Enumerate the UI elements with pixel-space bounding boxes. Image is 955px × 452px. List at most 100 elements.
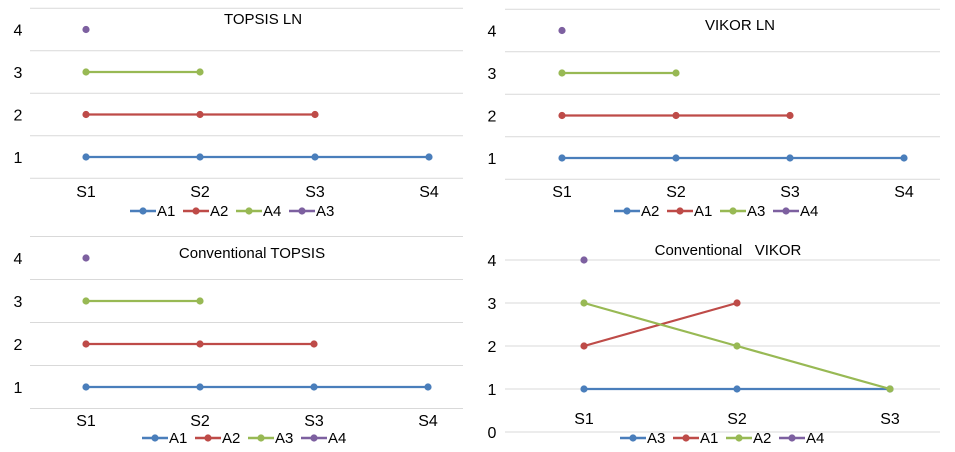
legend-label: A1	[694, 203, 712, 220]
data-point-a3	[82, 25, 90, 34]
y-tick-label: 4	[488, 24, 497, 41]
x-tick-label: S3	[880, 411, 900, 428]
x-tick-label: S3	[305, 184, 325, 201]
legend-entry-a3: A3	[248, 430, 293, 447]
data-point-a2	[82, 110, 90, 119]
data-point-a1	[733, 299, 741, 307]
y-tick-label: 1	[488, 151, 497, 168]
data-point-a2	[311, 110, 319, 119]
chart-title: Conventional TOPSIS	[179, 245, 325, 262]
x-tick-label: S1	[574, 411, 594, 428]
y-tick-label: 2	[488, 339, 497, 356]
y-tick-label: 2	[14, 337, 23, 354]
y-tick-label: 1	[488, 382, 497, 399]
data-point-a1	[425, 153, 433, 161]
data-point-a3	[82, 297, 90, 305]
data-point-a2	[786, 154, 794, 162]
data-point-a1	[82, 383, 90, 391]
legend-label: A1	[700, 430, 718, 447]
y-tick-label: 3	[14, 294, 23, 311]
y-tick-label: 4	[488, 253, 497, 270]
legend-label: A2	[641, 203, 659, 220]
legend-label: A2	[210, 203, 228, 220]
data-point-a2	[196, 340, 204, 348]
data-point-a2	[196, 110, 204, 119]
legend-entry-a4: A4	[779, 430, 824, 447]
chart-title: VIKOR LN	[705, 17, 775, 34]
y-tick-label: 1	[14, 380, 23, 397]
legend-label: A3	[316, 203, 334, 220]
legend-label: A2	[222, 430, 240, 447]
y-tick-label: 2	[488, 109, 497, 126]
x-tick-label: S4	[419, 184, 439, 201]
legend-label: A4	[806, 430, 824, 447]
x-tick-label: S2	[666, 184, 686, 201]
chart-1: 1 2 3 4 S1 S2 S3 S4 TOPSIS LN A1 A2 A4 A3	[14, 7, 463, 220]
y-tick-label: 3	[488, 296, 497, 313]
data-point-a3	[580, 385, 588, 393]
data-point-a1	[424, 383, 432, 391]
chart-4: 0 1 2 3 4 S1 S2 S3 Conventional VIKOR A3 A1 A2 A4	[488, 242, 940, 447]
data-point-a4	[82, 254, 90, 262]
x-tick-label: S4	[418, 413, 438, 430]
data-point-a2	[558, 154, 566, 162]
legend-entry-a4: A4	[236, 203, 281, 220]
x-tick-label: S2	[190, 184, 210, 201]
data-point-a3	[196, 297, 204, 305]
data-point-a2	[82, 340, 90, 348]
legend-label: A4	[263, 203, 281, 220]
data-point-a1	[558, 111, 566, 120]
data-point-a2	[580, 299, 588, 307]
data-point-a1	[196, 153, 204, 161]
x-tick-label: S1	[76, 184, 96, 201]
data-point-a1	[310, 383, 318, 391]
legend-entry-a1: A1	[667, 203, 712, 220]
data-point-a3	[672, 69, 680, 77]
y-tick-label: 3	[14, 65, 23, 82]
data-point-a1	[672, 111, 680, 120]
chart-title: TOPSIS LN	[224, 11, 302, 28]
x-tick-label: S3	[780, 184, 800, 201]
data-point-a2	[886, 385, 894, 393]
legend-entry-a1: A1	[142, 430, 187, 447]
x-tick-label: S4	[894, 184, 914, 201]
y-tick-label: 0	[488, 425, 497, 442]
legend-entry-a3: A3	[620, 430, 665, 447]
legend-label: A2	[753, 430, 771, 447]
data-point-a1	[82, 153, 90, 161]
data-point-a2	[900, 154, 908, 162]
data-point-a3	[733, 385, 741, 393]
data-point-a4	[82, 68, 90, 76]
y-tick-label: 1	[14, 150, 23, 167]
chart-title: Conventional VIKOR	[655, 242, 802, 259]
data-point-a1	[196, 383, 204, 391]
legend-entry-a3: A3	[720, 203, 765, 220]
legend-label: A1	[157, 203, 175, 220]
y-tick-label: 2	[14, 108, 23, 125]
data-point-a2	[672, 154, 680, 162]
data-point-a1	[580, 342, 588, 350]
y-tick-label: 4	[14, 251, 23, 268]
legend-entry-a1: A1	[673, 430, 718, 447]
legend-entry-a2: A2	[183, 203, 228, 220]
legend-label: A1	[169, 430, 187, 447]
legend-label: A3	[747, 203, 765, 220]
data-point-a4	[196, 68, 204, 76]
chart-3: 1 2 3 4 S1 S2 S3 S4 Conventional TOPSIS A1 A2 A3 A4	[14, 236, 463, 447]
legend-entry-a2: A2	[195, 430, 240, 447]
legend-entry-a2: A2	[726, 430, 771, 447]
legend-entry-a3: A3	[289, 203, 334, 220]
data-point-a4	[558, 26, 566, 35]
data-point-a2	[310, 340, 318, 348]
data-point-a1	[311, 153, 319, 161]
legend-entry-a1: A1	[130, 203, 175, 220]
legend-label: A3	[275, 430, 293, 447]
legend-entry-a4: A4	[773, 203, 818, 220]
data-point-a3	[558, 69, 566, 77]
x-tick-label: S2	[727, 411, 747, 428]
legend-label: A3	[647, 430, 665, 447]
chart-2: 1 2 3 4 S1 S2 S3 S4 VIKOR LN A2 A1 A3 A4	[488, 8, 940, 220]
x-tick-label: S1	[552, 184, 572, 201]
data-point-a2	[733, 342, 741, 350]
legend-label: A4	[800, 203, 818, 220]
